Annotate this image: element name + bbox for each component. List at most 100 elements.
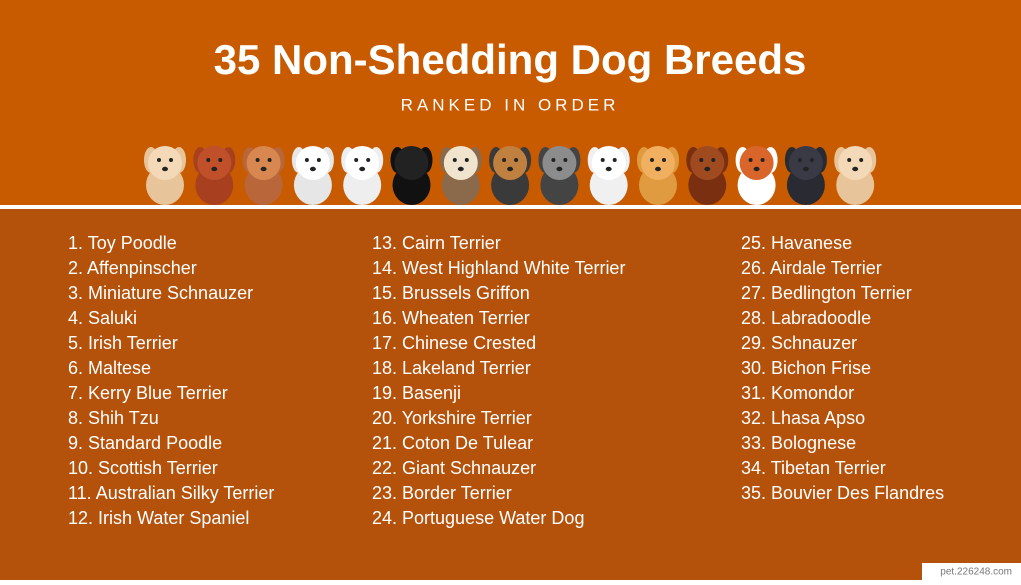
dog-nose [457, 166, 464, 172]
dog-eye [514, 158, 519, 162]
dog [735, 146, 778, 205]
breed-item: 31. Komondor [741, 383, 854, 403]
dog-eye [760, 158, 765, 162]
dog [587, 146, 630, 205]
breed-item: 11. Australian Silky Terrier [68, 483, 274, 503]
dog-nose [309, 166, 316, 172]
dog-eye [304, 158, 309, 162]
dog-head [739, 146, 774, 180]
dog-eye [748, 158, 753, 162]
dog-eye [403, 158, 408, 162]
dog [341, 146, 384, 205]
breed-item: 27. Bedlington Terrier [741, 283, 912, 303]
dog-nose [359, 166, 366, 172]
dog-nose [556, 166, 563, 172]
breed-item: 19. Basenji [372, 383, 461, 403]
dog-head [197, 146, 232, 180]
breed-item: 7. Kerry Blue Terrier [68, 383, 228, 403]
dog [144, 146, 186, 205]
dog-nose [507, 166, 514, 172]
dog [439, 146, 482, 205]
watermark: pet.226248.com [940, 567, 1012, 578]
breed-item: 8. Shih Tzu [68, 408, 159, 428]
dog-eye [502, 158, 507, 162]
breed-item: 1. Toy Poodle [68, 233, 177, 253]
dog-nose [753, 166, 760, 172]
dog-head [394, 146, 429, 180]
dog-head [493, 146, 528, 180]
dog [538, 146, 581, 205]
dog-eye [650, 158, 654, 162]
dog-eye [563, 158, 568, 162]
subtitle: RANKED IN ORDER [401, 95, 620, 114]
dog [390, 146, 433, 205]
dog-nose [260, 166, 267, 172]
dog-eye [797, 158, 802, 162]
breed-item: 21. Coton De Tulear [372, 433, 533, 453]
breed-item: 29. Schnauzer [741, 333, 857, 353]
dog-eye [809, 158, 814, 162]
breed-item: 20. Yorkshire Terrier [372, 408, 532, 428]
breed-item: 24. Portuguese Water Dog [372, 508, 584, 528]
dog-eye [354, 158, 359, 162]
breed-item: 14. West Highland White Terrier [372, 258, 625, 278]
dog-nose [852, 166, 859, 172]
dog-eye [366, 158, 371, 162]
dog-nose [605, 166, 612, 172]
breed-item: 17. Chinese Crested [372, 333, 536, 353]
dog-eye [612, 158, 617, 162]
breed-item: 26. Airdale Terrier [741, 258, 882, 278]
breed-item: 13. Cairn Terrier [372, 233, 501, 253]
dog-eye [600, 158, 605, 162]
dog [291, 146, 334, 205]
breed-item: 2. Affenpinscher [68, 258, 197, 278]
breed-item: 28. Labradoodle [741, 308, 871, 328]
title: 35 Non-Shedding Dog Breeds [214, 36, 807, 83]
dog-eye [157, 158, 161, 162]
watermark-background [922, 563, 1021, 580]
dog-eye [218, 158, 223, 162]
dog [784, 146, 827, 205]
breed-item: 9. Standard Poodle [68, 433, 222, 453]
dog-head [641, 146, 675, 180]
breed-item: 5. Irish Terrier [68, 333, 178, 353]
dog [242, 146, 285, 205]
breed-item: 32. Lhasa Apso [741, 408, 865, 428]
divider [0, 205, 1021, 209]
breed-item: 3. Miniature Schnauzer [68, 283, 253, 303]
dog-head [443, 146, 478, 180]
dog-eye [662, 158, 666, 162]
breed-item: 34. Tibetan Terrier [741, 458, 886, 478]
dog-eye [255, 158, 260, 162]
dog-head [591, 146, 626, 180]
dog-nose [655, 166, 661, 172]
dog-nose [802, 166, 809, 172]
breed-item: 15. Brussels Griffon [372, 283, 530, 303]
breed-item: 6. Maltese [68, 358, 151, 378]
list-background [0, 209, 1021, 580]
dog-nose [211, 166, 218, 172]
dog-head [788, 146, 823, 180]
breed-item: 35. Bouvier Des Flandres [741, 483, 944, 503]
dog-illustrations [144, 146, 877, 205]
breed-item: 4. Saluki [68, 308, 137, 328]
dog-eye [464, 158, 469, 162]
dog-eye [452, 158, 457, 162]
dog-eye [847, 158, 852, 162]
breed-item: 18. Lakeland Terrier [372, 358, 531, 378]
dog [489, 146, 532, 205]
dog-eye [551, 158, 556, 162]
dog [193, 146, 236, 205]
breed-item: 22. Giant Schnauzer [372, 458, 536, 478]
dog-head [148, 146, 182, 180]
dog-head [295, 146, 330, 180]
dog-eye [415, 158, 420, 162]
dog-eye [267, 158, 272, 162]
dog [686, 146, 729, 205]
dog-nose [162, 166, 168, 172]
dog-eye [206, 158, 211, 162]
dog-nose [408, 166, 415, 172]
breed-item: 23. Border Terrier [372, 483, 512, 503]
dog [834, 146, 877, 205]
